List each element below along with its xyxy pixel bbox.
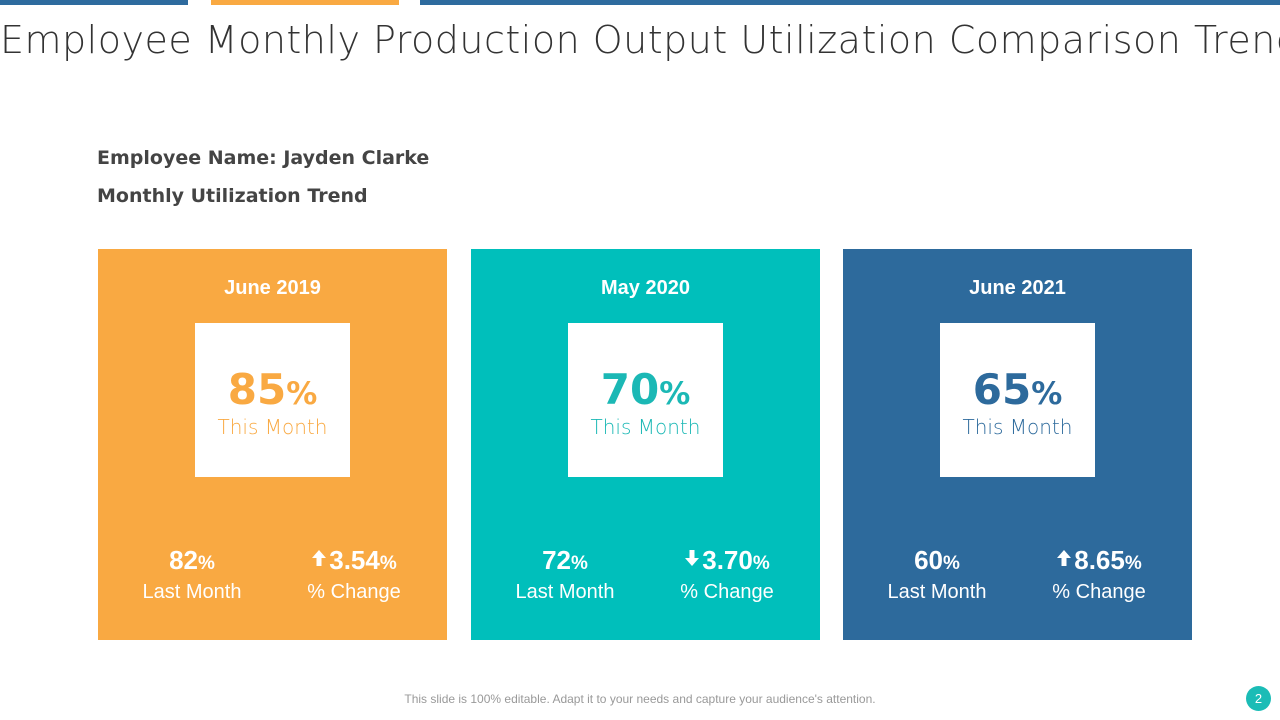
change-stat: 3.54% % Change bbox=[279, 545, 429, 605]
this-month-box: 65% This Month bbox=[940, 323, 1095, 477]
last-month-label: Last Month bbox=[142, 581, 242, 603]
top-accent-bar bbox=[211, 0, 399, 5]
change-label: % Change bbox=[307, 581, 401, 603]
arrow-up-icon bbox=[1057, 550, 1072, 566]
this-month-value: 65% bbox=[972, 365, 1063, 414]
last-month-label: Last Month bbox=[515, 581, 615, 603]
this-month-label: This Month bbox=[590, 415, 701, 439]
last-month-label: Last Month bbox=[887, 581, 987, 603]
card-period: May 2020 bbox=[601, 277, 690, 299]
change-stat: 3.70% % Change bbox=[652, 545, 802, 605]
this-month-value: 70% bbox=[600, 365, 691, 414]
last-month-stat: 82% Last Month bbox=[117, 545, 267, 605]
page-number: 2 bbox=[1246, 686, 1271, 711]
card-june-2021: June 2021 65% This Month 60% Last Month … bbox=[843, 249, 1192, 640]
change-label: % Change bbox=[1052, 581, 1146, 603]
this-month-label: This Month bbox=[962, 415, 1073, 439]
employee-name: Employee Name: Jayden Clarke bbox=[97, 147, 430, 169]
card-period: June 2021 bbox=[969, 277, 1066, 299]
footer-note: This slide is 100% editable. Adapt it to… bbox=[404, 692, 876, 706]
change-value: 3.54 bbox=[329, 545, 380, 575]
card-period: June 2019 bbox=[224, 277, 321, 299]
last-month-stat: 60% Last Month bbox=[862, 545, 1012, 605]
top-accent-bar bbox=[0, 0, 188, 5]
top-accent-bar bbox=[420, 0, 1280, 5]
arrow-down-icon bbox=[685, 550, 700, 566]
last-month-value: 82 bbox=[169, 545, 198, 575]
change-stat: 8.65% % Change bbox=[1024, 545, 1174, 605]
last-month-value: 60 bbox=[914, 545, 943, 575]
this-month-label: This Month bbox=[217, 415, 328, 439]
change-value: 8.65 bbox=[1074, 545, 1125, 575]
card-may-2020: May 2020 70% This Month 72% Last Month 3… bbox=[471, 249, 820, 640]
card-june-2019: June 2019 85% This Month 82% Last Month … bbox=[98, 249, 447, 640]
this-month-value: 85% bbox=[227, 365, 318, 414]
change-value: 3.70 bbox=[702, 545, 753, 575]
this-month-box: 70% This Month bbox=[568, 323, 723, 477]
trend-heading: Monthly Utilization Trend bbox=[97, 185, 368, 207]
change-label: % Change bbox=[680, 581, 774, 603]
last-month-stat: 72% Last Month bbox=[490, 545, 640, 605]
last-month-value: 72 bbox=[542, 545, 571, 575]
arrow-up-icon bbox=[312, 550, 327, 566]
slide-title: Employee Monthly Production Output Utili… bbox=[0, 18, 1280, 62]
this-month-box: 85% This Month bbox=[195, 323, 350, 477]
